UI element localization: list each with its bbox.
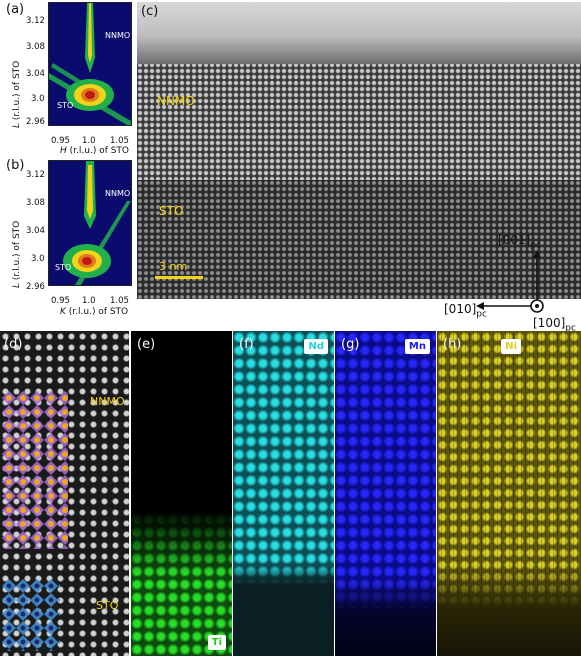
panel-d-label: (d) [4,337,23,352]
ni-element-chip: Ni [501,339,521,354]
nd-element-chip: Nd [304,339,328,354]
rsm-a-contours [49,3,131,125]
a-xtick-2: 1.0 [82,136,96,146]
panel-a-label: (a) [6,2,25,17]
a-y-axis-label: L (r.l.u.) of STO [12,60,22,128]
panel-c-label: (c) [141,4,159,19]
capping-layer [137,2,581,64]
a-x-axis-label: H (r.l.u.) of STO [60,146,130,156]
rsm-b-substrate-label: STO [55,263,72,272]
eels-map-mn: (g) Mn [335,331,436,656]
b-ytick-2: 3.08 [26,198,45,208]
reciprocal-space-map-b: NNMO STO [48,160,132,286]
rsm-b-contours [63,161,131,285]
c-film-label: NNMO [157,94,195,108]
panel-b-label: (b) [6,158,25,173]
nnmo-structure-model [2,391,68,549]
panel-h-label: (h) [443,337,462,352]
d-substrate-label: STO [96,599,119,612]
a-ytick-5: 2.96 [26,117,45,127]
b-ytick-1: 3.12 [26,170,45,180]
b-xtick-3: 1.05 [110,296,129,306]
c-substrate-label: STO [159,204,184,218]
mn-element-chip: Mn [404,339,430,354]
rsm-a-substrate-label: STO [57,101,74,110]
b-ytick-3: 3.04 [26,226,45,236]
a-ytick-3: 3.04 [26,69,45,79]
axis-010-label: [010]pc [444,302,487,320]
crystal-axes-arrows [476,250,544,313]
haadf-panel-d: (d) NNMO STO [0,331,129,656]
b-xtick-1: 0.95 [51,296,70,306]
panel-g-label: (g) [341,337,360,352]
axis-100-label: [100]pc [533,316,576,334]
eels-map-ti: (e) Ti [131,331,232,656]
rsm-a-film-label: NNMO [105,31,131,40]
rsm-b-film-label: NNMO [105,189,131,198]
sto-structure-model [2,579,60,651]
a-ytick-1: 3.12 [26,16,45,26]
panel-f-label: (f) [239,337,254,352]
scalebar [155,276,203,279]
a-ytick-4: 3.0 [31,94,45,104]
eels-map-nd: (f) Nd [233,331,334,656]
b-y-axis-label: L (r.l.u.) of STO [12,220,22,288]
b-ytick-5: 2.96 [26,282,45,292]
scalebar-label: 3 nm [159,260,188,273]
sto-substrate-region [137,180,581,299]
eels-map-ni: (h) Ni [437,331,581,656]
a-ytick-2: 3.08 [26,42,45,52]
b-x-axis-label: K (r.l.u.) of STO [60,307,129,317]
a-xtick-1: 0.95 [51,136,70,146]
b-xtick-2: 1.0 [82,296,96,306]
panel-e-label: (e) [137,337,156,352]
stem-image-c: (c) NNMO STO 3 nm [137,2,581,299]
reciprocal-space-map-a: NNMO STO [48,2,132,126]
ti-element-chip: Ti [207,635,226,650]
b-ytick-4: 3.0 [31,254,45,264]
axis-001-label: [001]pc [498,233,541,251]
d-film-label: NNMO [90,395,125,408]
a-xtick-3: 1.05 [110,136,129,146]
